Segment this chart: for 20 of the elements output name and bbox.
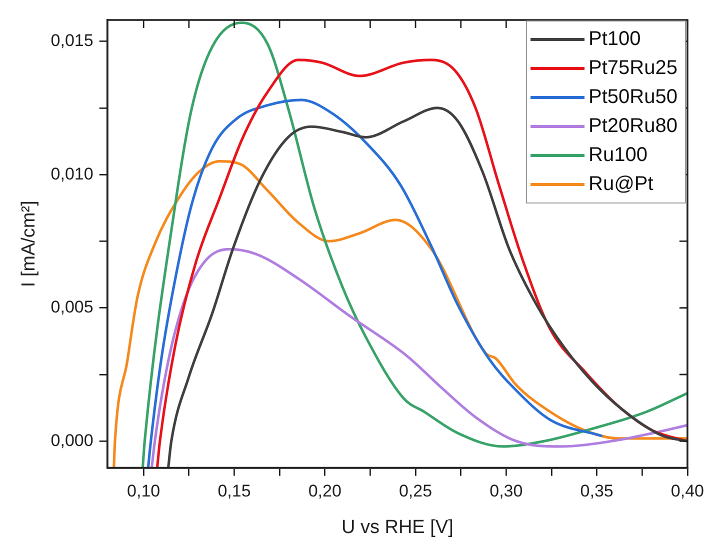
y-tick-label: 0,010 [50,164,94,184]
x-tick-label: 0,30 [490,482,523,501]
line-series [150,248,688,468]
y-tick-label: 0,000 [50,430,94,450]
x-tick-label: 0,15 [218,482,251,501]
x-tick-label: 0,20 [308,482,342,501]
x-tick-label: 0,10 [127,482,160,501]
legend-label: Pt20Ru80 [588,115,678,138]
x-tick-label: 0,25 [398,482,432,501]
legend-label: Ru@Pt [588,173,654,196]
x-tick-label: 0,35 [580,482,614,501]
y-tick-label: 0,005 [50,298,94,317]
legend-label: Pt100 [588,28,641,50]
y-tick-label: 0,015 [50,31,94,50]
legend-label: Pt75Ru25 [588,57,678,80]
legend-label: Pt50Ru50 [588,86,678,108]
y-axis-title: I [mA/cm²] [18,200,40,288]
x-axis-title: U vs RHE [V] [341,516,454,538]
legend-label: Ru100 [588,144,648,166]
x-tick-label: 0,40 [670,482,704,501]
